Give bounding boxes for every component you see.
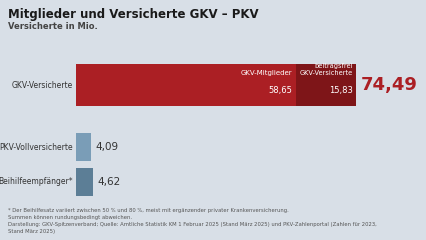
Text: Beihilfeempfänger*: Beihilfeempfänger* [0, 178, 73, 186]
Text: 74,49: 74,49 [360, 76, 417, 94]
Bar [296, 64, 355, 106]
Bar [76, 133, 91, 161]
Text: beitragsfrei
GKV-Versicherte: beitragsfrei GKV-Versicherte [299, 63, 352, 76]
Text: PKV-Vollversicherte: PKV-Vollversicherte [0, 143, 73, 151]
Bar [76, 64, 296, 106]
Text: Versicherte in Mio.: Versicherte in Mio. [8, 22, 98, 31]
Text: 4,62: 4,62 [97, 177, 120, 187]
Text: 15,83: 15,83 [328, 86, 352, 95]
Text: GKV-Versicherte: GKV-Versicherte [12, 80, 73, 90]
Text: 58,65: 58,65 [268, 86, 292, 95]
Text: GKV-Mitglieder: GKV-Mitglieder [240, 70, 292, 76]
Bar [76, 168, 93, 196]
Text: * Der Beihilfesatz variiert zwischen 50 % und 80 %, meist mit ergänzender privat: * Der Beihilfesatz variiert zwischen 50 … [8, 208, 376, 234]
Text: Mitglieder und Versicherte GKV – PKV: Mitglieder und Versicherte GKV – PKV [8, 8, 258, 21]
Text: 4,09: 4,09 [95, 142, 118, 152]
